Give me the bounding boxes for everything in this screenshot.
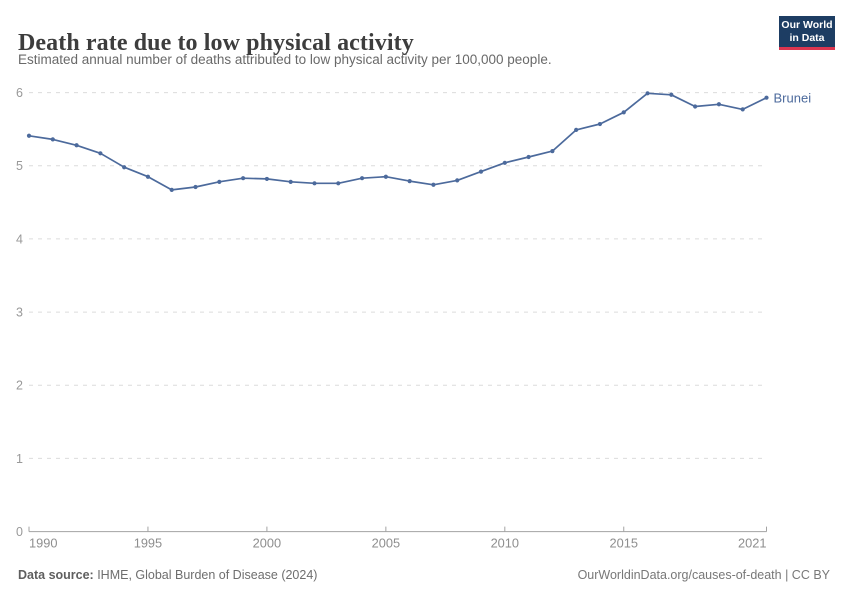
data-point-1992[interactable] — [74, 143, 79, 148]
data-point-2006[interactable] — [407, 179, 412, 184]
y-tick-label: 5 — [16, 159, 23, 173]
data-point-2012[interactable] — [550, 149, 555, 154]
data-point-2015[interactable] — [621, 110, 626, 115]
data-point-2014[interactable] — [597, 121, 603, 127]
data-point-2000[interactable] — [264, 176, 270, 182]
data-point-2020[interactable] — [740, 107, 745, 112]
data-point-2019[interactable] — [716, 102, 722, 107]
data-point-2018[interactable] — [693, 104, 698, 109]
data-source-text: Data source: IHME, Global Burden of Dise… — [18, 568, 317, 582]
y-tick-label: 4 — [16, 232, 23, 246]
data-source-label: Data source: — [18, 568, 94, 582]
license-link[interactable]: OurWorldinData.org/causes-of-death | CC … — [577, 568, 830, 582]
y-tick-label: 2 — [16, 379, 23, 393]
x-tick-label: 2021 — [738, 536, 766, 551]
data-point-2013[interactable] — [574, 127, 579, 132]
data-point-1996[interactable] — [169, 187, 174, 192]
data-point-2003[interactable] — [336, 181, 341, 186]
series-label-brunei[interactable]: Brunei — [774, 90, 812, 105]
owid-logo-line1: Our World — [781, 18, 833, 31]
owid-logo-line2: in Data — [789, 31, 825, 44]
data-point-1999[interactable] — [241, 176, 246, 181]
x-tick-label: 1995 — [134, 536, 162, 551]
x-tick-label: 1990 — [29, 536, 57, 551]
y-tick-label: 0 — [16, 525, 23, 539]
data-point-2001[interactable] — [288, 179, 293, 184]
data-point-2016[interactable] — [645, 91, 650, 96]
chart-subtitle: Estimated annual number of deaths attrib… — [18, 52, 552, 67]
line-chart-canvas[interactable]: 0 1 2 3 4 5 6 1990 1995 2000 2005 2010 2015 2021 Brune… — [0, 80, 850, 560]
data-point-1998[interactable] — [217, 179, 222, 184]
y-tick-label: 6 — [16, 86, 23, 100]
data-point-2008[interactable] — [455, 178, 460, 183]
data-point-1993[interactable] — [98, 151, 103, 156]
data-point-2007[interactable] — [431, 182, 436, 187]
data-point-2002[interactable] — [312, 181, 317, 186]
y-tick-label: 3 — [16, 305, 23, 319]
data-point-2017[interactable] — [669, 92, 674, 97]
x-tick-label: 2015 — [610, 536, 638, 551]
series-line-brunei[interactable] — [28, 92, 768, 191]
data-point-2005[interactable] — [383, 174, 388, 179]
x-tick-label: 2000 — [253, 536, 281, 551]
data-point-2021[interactable] — [764, 95, 769, 100]
owid-logo: Our World in Data — [779, 16, 835, 50]
x-tick-label: 2005 — [372, 536, 400, 551]
data-point-1995[interactable] — [145, 174, 151, 179]
data-source-value: IHME, Global Burden of Disease (2024) — [93, 568, 318, 582]
data-point-1990[interactable] — [26, 133, 32, 138]
data-point-1991[interactable] — [50, 137, 55, 142]
page-title: Death rate due to low physical activity — [18, 30, 414, 57]
x-tick-label: 2010 — [491, 536, 519, 551]
data-point-2004[interactable] — [359, 176, 365, 181]
chart-footer: Data source: IHME, Global Burden of Dise… — [18, 568, 830, 582]
data-point-1997[interactable] — [193, 184, 198, 190]
data-point-2010[interactable] — [502, 160, 507, 165]
data-point-1994[interactable] — [122, 165, 127, 170]
data-point-2011[interactable] — [526, 154, 531, 160]
y-tick-label: 1 — [16, 452, 23, 466]
data-point-2009[interactable] — [478, 169, 484, 174]
